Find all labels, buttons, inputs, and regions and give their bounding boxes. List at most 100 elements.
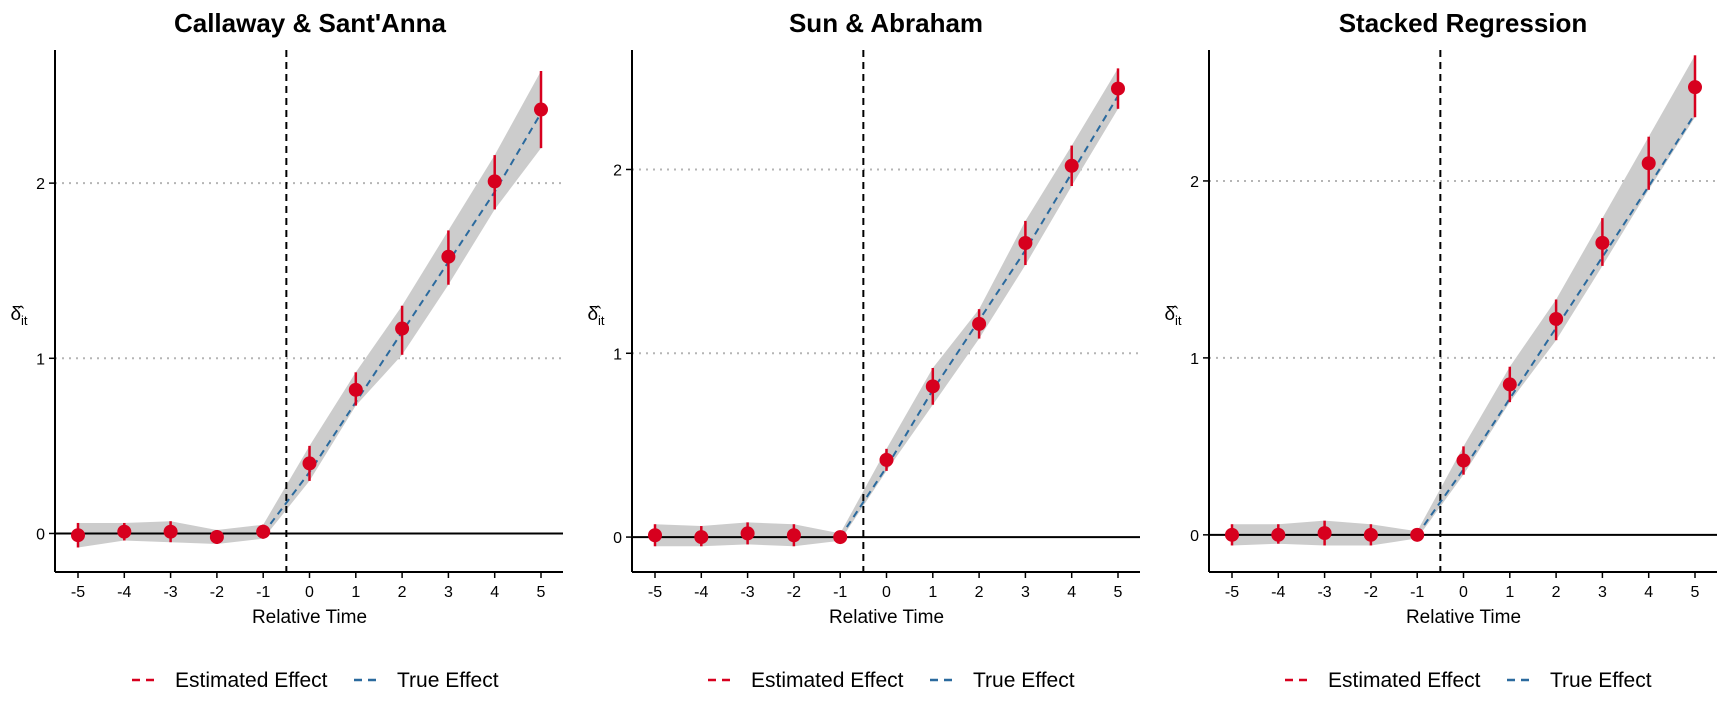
x-tick-label: -1 (1410, 584, 1424, 601)
x-tick-label: 4 (490, 584, 499, 601)
y-tick-label: 2 (36, 176, 45, 193)
x-tick-label: 4 (1067, 584, 1076, 601)
y-axis-label: δ̂it (10, 304, 27, 328)
x-tick-label: 4 (1644, 584, 1653, 601)
y-tick-label: 1 (613, 346, 622, 363)
x-axis-label: Relative Time (829, 607, 944, 628)
x-tick-label: 3 (1021, 584, 1030, 601)
estimate-point (879, 452, 894, 467)
y-axis-label: δ̂it (587, 304, 604, 328)
x-tick-label: 2 (1552, 584, 1561, 601)
panel-callaway-santanna: -5 -4 -3 -2 -1 0 1 2 3 4 5 0 1 2 Callaway & Sant'Anna… (10, 8, 563, 692)
estimate-point (487, 174, 502, 189)
chart-title: Stacked Regression (1339, 8, 1588, 38)
x-tick-label: 2 (398, 584, 407, 601)
x-axis-label: Relative Time (252, 607, 367, 628)
plot-area: -5 -4 -3 -2 -1 0 1 2 3 4 5 0 1 2 (1190, 50, 1717, 601)
estimate-point (348, 382, 363, 397)
estimate-point (786, 528, 801, 543)
estimate-point (1363, 527, 1378, 542)
estimate-point (648, 528, 662, 543)
y-axis-label: δ̂it (1164, 304, 1181, 328)
x-tick-label: 5 (1691, 584, 1700, 601)
y-tick-label: 0 (613, 530, 622, 547)
x-tick-label: -5 (71, 584, 85, 601)
estimate-point (1549, 311, 1564, 326)
x-tick-label: 3 (1598, 584, 1607, 601)
x-tick-label: 1 (351, 584, 360, 601)
x-axis-label: Relative Time (1406, 607, 1521, 628)
estimate-point (209, 529, 224, 544)
estimate-point (925, 379, 940, 394)
chart-title: Callaway & Sant'Anna (174, 8, 447, 38)
y-tick-label: 1 (1190, 351, 1199, 368)
x-tick-label: -4 (117, 584, 131, 601)
estimate-point (1410, 527, 1425, 542)
legend-estimated-label: Estimated Effect (751, 669, 904, 692)
panel-sun-abraham: -5 -4 -3 -2 -1 0 1 2 3 4 5 0 1 2 Sun & Abraham Relati… (587, 8, 1140, 692)
estimate-point (395, 321, 410, 336)
estimate-point (1111, 81, 1125, 96)
x-tick-label: -3 (740, 584, 754, 601)
estimate-point (1456, 453, 1471, 468)
y-tick-label: 1 (36, 351, 45, 368)
y-tick-label: 0 (1190, 528, 1199, 545)
x-tick-label: -5 (648, 584, 662, 601)
y-tick-label: 2 (1190, 174, 1199, 191)
x-tick-label: -4 (1271, 584, 1285, 601)
y-tick-label: 0 (36, 526, 45, 543)
plot-area: -5 -4 -3 -2 -1 0 1 2 3 4 5 0 1 2 (36, 50, 563, 601)
x-tick-label: -2 (787, 584, 801, 601)
y-label-subscript: it (1175, 313, 1182, 328)
legend-estimated-label: Estimated Effect (1328, 669, 1481, 692)
x-tick-label: 0 (1459, 584, 1468, 601)
x-tick-label: -3 (1317, 584, 1331, 601)
x-tick-label: -3 (163, 584, 177, 601)
x-tick-label: 5 (1114, 584, 1123, 601)
estimate-point (117, 524, 132, 539)
legend-true-label: True Effect (973, 669, 1075, 692)
estimate-point (1271, 527, 1286, 542)
estimate-point (1064, 158, 1079, 173)
estimate-point (256, 524, 271, 539)
x-tick-label: 5 (537, 584, 546, 601)
x-tick-label: 2 (975, 584, 984, 601)
estimate-point (1317, 526, 1332, 541)
plot-area: -5 -4 -3 -2 -1 0 1 2 3 4 5 0 1 2 (613, 50, 1140, 601)
y-tick-label: 2 (613, 162, 622, 179)
x-tick-label: 3 (444, 584, 453, 601)
estimate-point (1502, 377, 1517, 392)
x-tick-label: -1 (256, 584, 270, 601)
estimate-point (833, 530, 848, 545)
estimate-point (694, 530, 709, 545)
estimate-point (1595, 235, 1610, 250)
legend-true-label: True Effect (1550, 669, 1652, 692)
estimate-point (441, 249, 456, 264)
estimate-point (1018, 235, 1033, 250)
x-tick-label: -1 (833, 584, 847, 601)
estimate-point (534, 102, 548, 117)
x-tick-label: -2 (1364, 584, 1378, 601)
x-tick-label: -4 (694, 584, 708, 601)
estimate-point (740, 526, 755, 541)
legend-estimated-label: Estimated Effect (175, 669, 328, 692)
x-tick-label: -2 (210, 584, 224, 601)
confidence-band (655, 68, 1118, 547)
y-label-subscript: it (598, 313, 605, 328)
estimate-point (1225, 527, 1239, 542)
estimate-point (302, 456, 317, 471)
x-tick-label: 0 (882, 584, 891, 601)
x-tick-label: 0 (305, 584, 314, 601)
estimate-point (71, 528, 85, 543)
x-tick-label: -5 (1225, 584, 1239, 601)
chart-title: Sun & Abraham (789, 8, 983, 38)
panel-stacked-regression: -5 -4 -3 -2 -1 0 1 2 3 4 5 0 1 2 Stacked Regression R… (1164, 8, 1717, 692)
estimate-point (163, 524, 178, 539)
estimate-point (1688, 80, 1702, 95)
estimate-point (1641, 156, 1656, 171)
legend-true-label: True Effect (397, 669, 499, 692)
x-tick-label: 1 (1505, 584, 1514, 601)
estimate-point (972, 316, 987, 331)
y-label-subscript: it (21, 313, 28, 328)
